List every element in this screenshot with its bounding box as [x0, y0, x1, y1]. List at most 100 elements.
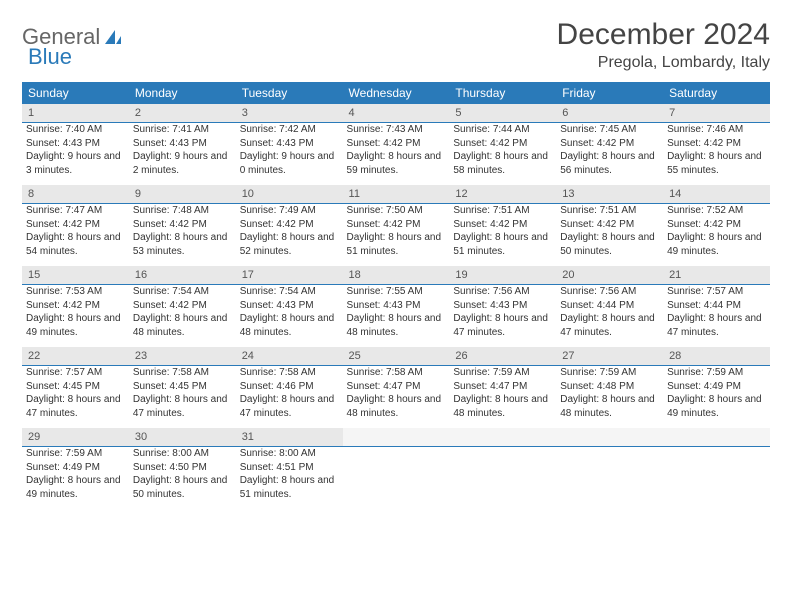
sunset-line: Sunset: 4:49 PM — [667, 380, 766, 394]
day-cell: Sunrise: 7:43 AMSunset: 4:42 PMDaylight:… — [343, 123, 450, 186]
daylight-line: Daylight: 8 hours and 47 minutes. — [26, 393, 125, 420]
sunrise-line: Sunrise: 7:43 AM — [347, 123, 446, 137]
daylight-line: Daylight: 8 hours and 49 minutes. — [667, 231, 766, 258]
location: Pregola, Lombardy, Italy — [557, 54, 770, 72]
day-number-row: 1234567 — [22, 104, 770, 123]
sunset-line: Sunset: 4:43 PM — [26, 137, 125, 151]
sunset-line: Sunset: 4:43 PM — [240, 137, 339, 151]
daylight-line: Daylight: 8 hours and 49 minutes. — [26, 474, 125, 501]
sunrise-line: Sunrise: 7:57 AM — [26, 366, 125, 380]
weekday-thursday: Thursday — [449, 82, 556, 104]
day-cell: Sunrise: 7:53 AMSunset: 4:42 PMDaylight:… — [22, 285, 129, 348]
day-number-cell: 9 — [129, 185, 236, 204]
month-title: December 2024 — [557, 18, 770, 52]
day-cell — [556, 447, 663, 510]
sunset-line: Sunset: 4:42 PM — [667, 218, 766, 232]
sunset-line: Sunset: 4:42 PM — [453, 137, 552, 151]
title-block: December 2024 Pregola, Lombardy, Italy — [557, 18, 770, 72]
sunset-line: Sunset: 4:42 PM — [560, 218, 659, 232]
daylight-line: Daylight: 8 hours and 55 minutes. — [667, 150, 766, 177]
sunrise-line: Sunrise: 7:53 AM — [26, 285, 125, 299]
sunrise-line: Sunrise: 7:59 AM — [26, 447, 125, 461]
day-number-cell: 17 — [236, 266, 343, 285]
day-cell: Sunrise: 7:57 AMSunset: 4:44 PMDaylight:… — [663, 285, 770, 348]
sunset-line: Sunset: 4:43 PM — [133, 137, 232, 151]
day-number-cell: 29 — [22, 428, 129, 447]
day-number-cell — [343, 428, 450, 447]
day-cell: Sunrise: 7:59 AMSunset: 4:48 PMDaylight:… — [556, 366, 663, 429]
day-cell: Sunrise: 7:55 AMSunset: 4:43 PMDaylight:… — [343, 285, 450, 348]
weekday-tuesday: Tuesday — [236, 82, 343, 104]
day-number-cell: 11 — [343, 185, 450, 204]
sunrise-line: Sunrise: 7:44 AM — [453, 123, 552, 137]
sunrise-line: Sunrise: 7:45 AM — [560, 123, 659, 137]
day-number-cell: 19 — [449, 266, 556, 285]
daylight-line: Daylight: 8 hours and 59 minutes. — [347, 150, 446, 177]
sunrise-line: Sunrise: 7:51 AM — [560, 204, 659, 218]
weekday-sunday: Sunday — [22, 82, 129, 104]
sunrise-line: Sunrise: 7:55 AM — [347, 285, 446, 299]
week-row: Sunrise: 7:53 AMSunset: 4:42 PMDaylight:… — [22, 285, 770, 348]
day-number-cell: 18 — [343, 266, 450, 285]
day-number-row: 891011121314 — [22, 185, 770, 204]
day-cell: Sunrise: 7:49 AMSunset: 4:42 PMDaylight:… — [236, 204, 343, 267]
logo-text-blue: Blue — [28, 44, 72, 70]
day-number-cell: 25 — [343, 347, 450, 366]
calendar-table: Sunday Monday Tuesday Wednesday Thursday… — [22, 82, 770, 509]
daylight-line: Daylight: 8 hours and 48 minutes. — [560, 393, 659, 420]
day-number-cell — [663, 428, 770, 447]
day-number-cell: 21 — [663, 266, 770, 285]
weekday-wednesday: Wednesday — [343, 82, 450, 104]
day-cell: Sunrise: 7:54 AMSunset: 4:43 PMDaylight:… — [236, 285, 343, 348]
day-number-cell: 2 — [129, 104, 236, 123]
week-row: Sunrise: 7:57 AMSunset: 4:45 PMDaylight:… — [22, 366, 770, 429]
day-number-row: 293031 — [22, 428, 770, 447]
sunrise-line: Sunrise: 7:58 AM — [347, 366, 446, 380]
logo-sail-icon — [103, 28, 123, 46]
sunset-line: Sunset: 4:44 PM — [560, 299, 659, 313]
day-number-cell: 24 — [236, 347, 343, 366]
sunset-line: Sunset: 4:51 PM — [240, 461, 339, 475]
day-number-cell: 7 — [663, 104, 770, 123]
sunrise-line: Sunrise: 7:54 AM — [240, 285, 339, 299]
sunrise-line: Sunrise: 7:56 AM — [453, 285, 552, 299]
day-cell: Sunrise: 7:57 AMSunset: 4:45 PMDaylight:… — [22, 366, 129, 429]
day-number-cell: 20 — [556, 266, 663, 285]
daylight-line: Daylight: 8 hours and 51 minutes. — [240, 474, 339, 501]
sunrise-line: Sunrise: 7:42 AM — [240, 123, 339, 137]
day-cell: Sunrise: 7:47 AMSunset: 4:42 PMDaylight:… — [22, 204, 129, 267]
sunrise-line: Sunrise: 8:00 AM — [133, 447, 232, 461]
sunrise-line: Sunrise: 7:58 AM — [133, 366, 232, 380]
daylight-line: Daylight: 8 hours and 49 minutes. — [667, 393, 766, 420]
day-cell: Sunrise: 7:58 AMSunset: 4:45 PMDaylight:… — [129, 366, 236, 429]
day-cell — [343, 447, 450, 510]
day-number-cell: 16 — [129, 266, 236, 285]
sunrise-line: Sunrise: 7:59 AM — [560, 366, 659, 380]
sunrise-line: Sunrise: 7:51 AM — [453, 204, 552, 218]
day-number-cell: 6 — [556, 104, 663, 123]
day-cell: Sunrise: 7:45 AMSunset: 4:42 PMDaylight:… — [556, 123, 663, 186]
daylight-line: Daylight: 8 hours and 52 minutes. — [240, 231, 339, 258]
week-row: Sunrise: 7:47 AMSunset: 4:42 PMDaylight:… — [22, 204, 770, 267]
day-number-cell: 13 — [556, 185, 663, 204]
daylight-line: Daylight: 8 hours and 47 minutes. — [133, 393, 232, 420]
sunrise-line: Sunrise: 7:56 AM — [560, 285, 659, 299]
sunset-line: Sunset: 4:42 PM — [347, 137, 446, 151]
daylight-line: Daylight: 8 hours and 50 minutes. — [560, 231, 659, 258]
daylight-line: Daylight: 8 hours and 51 minutes. — [453, 231, 552, 258]
sunrise-line: Sunrise: 7:59 AM — [667, 366, 766, 380]
day-cell: Sunrise: 8:00 AMSunset: 4:50 PMDaylight:… — [129, 447, 236, 510]
sunset-line: Sunset: 4:43 PM — [453, 299, 552, 313]
day-cell: Sunrise: 7:50 AMSunset: 4:42 PMDaylight:… — [343, 204, 450, 267]
daylight-line: Daylight: 8 hours and 51 minutes. — [347, 231, 446, 258]
day-number-cell — [556, 428, 663, 447]
sunset-line: Sunset: 4:47 PM — [347, 380, 446, 394]
day-number-cell: 8 — [22, 185, 129, 204]
day-number-cell: 1 — [22, 104, 129, 123]
sunset-line: Sunset: 4:48 PM — [560, 380, 659, 394]
sunset-line: Sunset: 4:42 PM — [26, 218, 125, 232]
daylight-line: Daylight: 8 hours and 48 minutes. — [347, 393, 446, 420]
sunrise-line: Sunrise: 7:50 AM — [347, 204, 446, 218]
daylight-line: Daylight: 8 hours and 48 minutes. — [133, 312, 232, 339]
day-number-cell: 10 — [236, 185, 343, 204]
